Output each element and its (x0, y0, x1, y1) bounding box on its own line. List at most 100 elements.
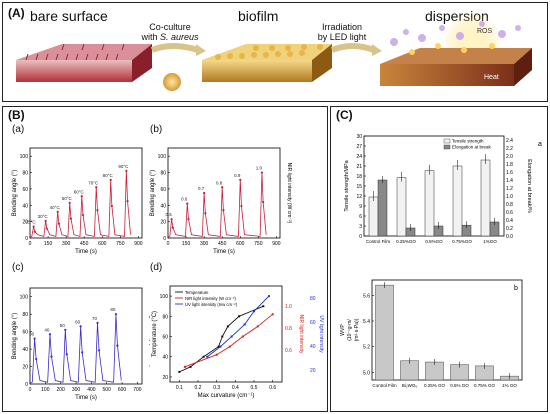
y-tick-label: 27 (356, 144, 362, 150)
series-point-0 (217, 345, 220, 348)
category-label: 1%GO (483, 239, 497, 244)
panel-b-frame (2, 106, 328, 412)
x-tick-label: 500 (103, 387, 112, 393)
panel-a-illustration (16, 12, 532, 91)
data-point (65, 353, 68, 356)
tensile-bar (452, 165, 463, 237)
y-tick-label: 20 (160, 220, 166, 226)
data-point (262, 200, 265, 204)
y-tick-label: 40 (162, 355, 168, 361)
y-tick-label: 100 (20, 295, 29, 301)
x-tick-label: 300 (200, 241, 209, 247)
y-tick-label: 60 (22, 330, 28, 336)
legend-text-1: NIR light intensity (W cm⁻²) (185, 296, 236, 301)
y-tick-label: 24 (356, 154, 362, 160)
category-label: 0.25%GO (396, 239, 416, 244)
dispersion-slab (380, 12, 532, 86)
series-point-1 (183, 365, 186, 368)
peak-annotation: 70 (92, 316, 98, 321)
chart-b-c: 0 100 200 300 400 500 600 700 0 20 40 60 80 100 Time (… (12, 287, 150, 401)
peak-annotation: 70°C (88, 180, 99, 185)
peak-annotation: 25°C (26, 220, 37, 225)
y2-tick-label: 1.6 (506, 170, 513, 176)
x-tick-label: 300 (62, 241, 71, 247)
y-tick-label: 20 (162, 375, 168, 381)
data-point (222, 209, 225, 212)
y-tick-label: 40 (22, 203, 28, 209)
category-label: Control Film (372, 383, 397, 388)
y2-tick-label: 1.8 (506, 162, 513, 168)
tensile-bar (480, 159, 491, 237)
x-tick-label: 150 (44, 241, 53, 247)
data-point (33, 337, 36, 340)
arrow1-line1: Co-culture (149, 22, 191, 32)
data-point (114, 313, 118, 316)
plot-frame (29, 147, 143, 239)
heat-label: Heat (484, 74, 499, 81)
y-tick-label: 0 (163, 236, 166, 242)
category-label: 1% GO (502, 383, 517, 388)
y-axis-title: Bending angle (°) (150, 170, 156, 216)
subfigure-letter: b (514, 285, 518, 292)
plot-frame (371, 279, 523, 381)
panel-a-label: (A) (8, 6, 25, 20)
legend-swatch-0 (443, 138, 451, 144)
data-point (81, 351, 84, 354)
x-tick-label: 900 (134, 241, 143, 247)
arrow-1 (150, 43, 206, 91)
arrow1-line3: S. aureus (160, 32, 199, 42)
peak-annotation: 30 (29, 332, 35, 337)
stage-bare-surface-label: bare surface (30, 8, 108, 24)
data-series-line (30, 170, 131, 237)
y2-tick-label: 0.0 (506, 234, 513, 240)
data-point (69, 217, 73, 220)
peak-annotation: 30°C (38, 214, 49, 219)
x-tick-label: 0.3 (213, 385, 220, 391)
data-point (80, 195, 83, 198)
y-tick-label: 0 (359, 234, 362, 240)
plot-frame (167, 147, 281, 239)
peak-annotation: 0.6 (181, 197, 188, 202)
y-tick-label: 6 (359, 214, 362, 220)
subplot-c-label: (c) (12, 262, 24, 273)
stage-biofilm-label: biofilm (238, 8, 279, 24)
chart-b-d: 0.1 0.2 0.3 0.4 0.5 0.6 20 40 60 80 100 Max curvatu… (152, 285, 324, 399)
chart-b-a: 0 150 300 450 600 750 900 0 20 40 60 80 100 Time (s) B… (12, 147, 143, 255)
chart-c-a: 0 3 6 9 12 15 18 21 24 27 30 0.0 0.2 0.4 0.6 0.8 1.0 1.2 1… (344, 134, 542, 244)
panel-a-frame (2, 2, 548, 102)
series-line-1 (184, 313, 273, 368)
biofilm-slab (202, 44, 332, 82)
series-point-0 (189, 365, 192, 368)
data-point (110, 204, 113, 208)
y-tick-label: 5.0 (363, 370, 370, 376)
y-tick-label: 100 (20, 154, 29, 160)
panel-c-frame (330, 106, 548, 412)
y-tick-label: 18 (356, 174, 362, 180)
peak-annotation: 40°C (50, 205, 61, 210)
series-line-2 (207, 295, 270, 358)
x-tick-label: 300 (72, 387, 81, 393)
x-tick-label: 0.2 (195, 385, 202, 391)
category-label: Control Film (366, 239, 391, 244)
y-axis-title-line: (10⁻¹g·m/ (347, 319, 353, 341)
peak-annotation: 0.5 (165, 212, 172, 217)
y-tick-label: 9 (359, 204, 362, 210)
uv-tick-label: 40 (310, 344, 316, 350)
subplot-a-label: (a) (12, 124, 25, 135)
series-point-2 (267, 295, 270, 298)
peak-annotation: 80°C (103, 173, 114, 178)
y-tick-label: 80 (162, 314, 168, 320)
y-axis-title: Bending angle (°) (12, 170, 18, 216)
x-axis-title: Time (s) (75, 395, 97, 401)
series-point-2 (253, 310, 255, 313)
category-label: 0.5% GO (450, 383, 469, 388)
x-tick-label: 200 (57, 387, 66, 393)
data-point (170, 218, 173, 221)
peak-annotation: 50 (60, 323, 66, 328)
data-series-line (30, 314, 122, 383)
series-point-0 (238, 315, 241, 318)
data-point (95, 186, 98, 189)
uv-tick-label: 80 (310, 296, 316, 302)
peak-annotation: 90°C (118, 164, 129, 169)
y-tick-label: 60 (160, 187, 166, 193)
